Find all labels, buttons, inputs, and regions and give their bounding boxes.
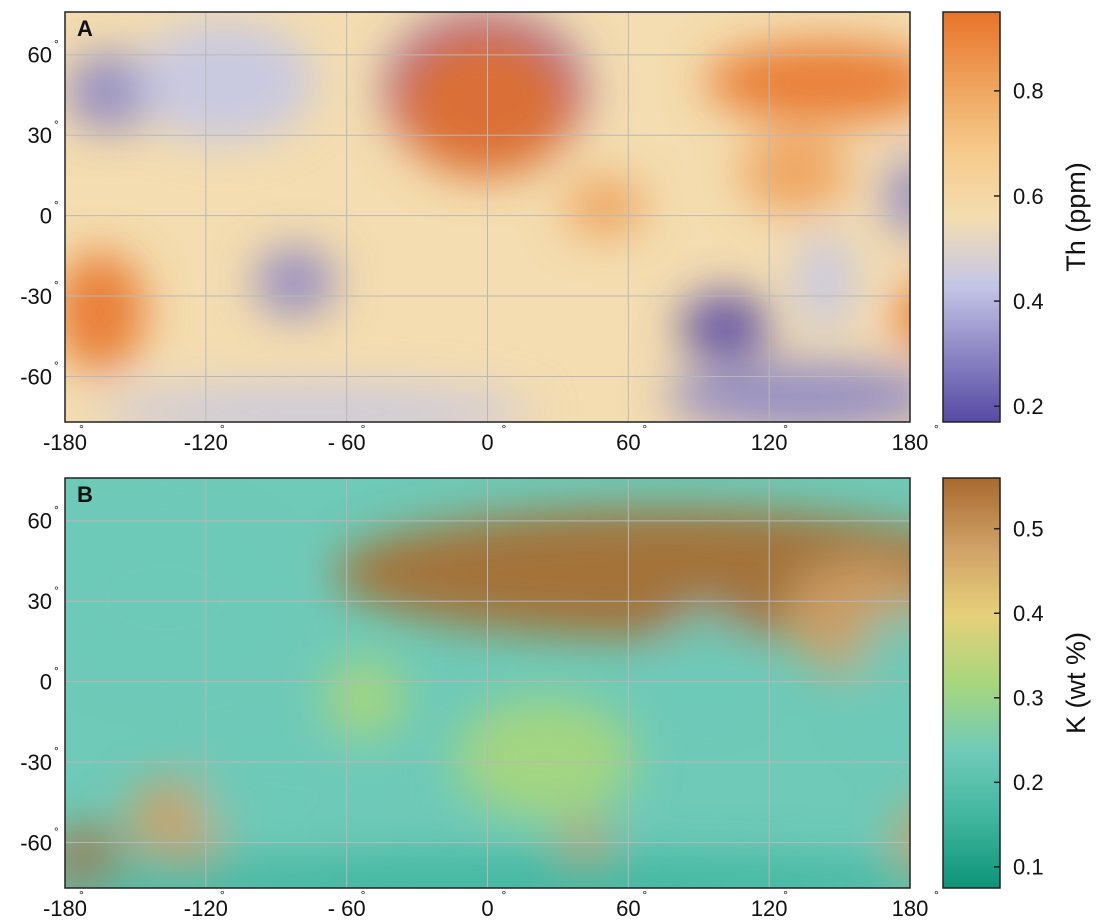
x-tick-label: 120	[751, 430, 788, 455]
region	[795, 232, 855, 332]
y-tick-label: 30	[28, 123, 52, 148]
y-tick-label: 60	[28, 43, 52, 68]
region	[55, 518, 275, 678]
x-tick-label: 180	[892, 430, 929, 455]
y-tick-label: 60	[28, 509, 52, 534]
colorbar-tick-label: 0.4	[1013, 289, 1044, 314]
x-tick-label: 0	[481, 896, 493, 921]
y-tick-label: 30	[28, 589, 52, 614]
degree: °	[79, 888, 84, 902]
degree: °	[502, 422, 507, 436]
map	[55, 12, 975, 437]
map	[35, 478, 995, 913]
x-tick-label: 60	[616, 896, 640, 921]
degree: °	[54, 198, 59, 212]
colorbar	[943, 12, 1000, 422]
y-tick-label: 0	[40, 669, 52, 694]
panel-label: B	[77, 482, 93, 507]
degree: °	[79, 422, 84, 436]
degree: °	[54, 583, 59, 597]
colorbar-label: Th (ppm)	[1061, 162, 1091, 272]
degree: °	[54, 37, 59, 51]
region	[680, 292, 770, 362]
colorbar-tick-label: 0.2	[1013, 394, 1044, 419]
panel-label: A	[77, 16, 93, 41]
y-tick-label: -60	[20, 830, 52, 855]
degree: °	[783, 422, 788, 436]
region	[55, 252, 145, 372]
region	[740, 132, 850, 212]
degree: °	[54, 503, 59, 517]
y-tick-label: -30	[20, 750, 52, 775]
region	[135, 22, 315, 142]
degree: °	[54, 744, 59, 758]
degree: °	[642, 422, 647, 436]
region	[95, 387, 535, 437]
colorbar-tick-label: 0.5	[1013, 517, 1044, 542]
y-tick-label: -60	[20, 364, 52, 389]
degree: °	[934, 422, 939, 436]
x-tick-label: 0	[481, 430, 493, 455]
colorbar-label: K (wt %)	[1061, 632, 1091, 734]
region	[565, 177, 645, 237]
colorbar	[943, 478, 1000, 888]
region	[255, 247, 335, 317]
degree: °	[361, 888, 366, 902]
region	[665, 608, 745, 708]
degree: °	[783, 888, 788, 902]
colorbar-tick-label: 0.3	[1013, 686, 1044, 711]
region	[885, 157, 945, 237]
colorbar-tick-label: 0.6	[1013, 184, 1044, 209]
degree: °	[54, 278, 59, 292]
degree: °	[54, 359, 59, 373]
colorbar-tick-label: 0.1	[1013, 855, 1044, 880]
degree: °	[220, 888, 225, 902]
colorbar-tick-label: 0.4	[1013, 601, 1044, 626]
figure: -180°-120°- 60°0°60°120°180°60°30°0°-30°…	[0, 0, 1102, 924]
degree: °	[220, 422, 225, 436]
region	[455, 698, 635, 818]
colorbar-tick-label: 0.8	[1013, 79, 1044, 104]
degree: °	[502, 888, 507, 902]
region	[395, 27, 575, 177]
region	[195, 738, 375, 858]
region	[35, 853, 995, 913]
colorbar-tick-label: 0.2	[1013, 770, 1044, 795]
degree: °	[934, 888, 939, 902]
region	[325, 658, 405, 738]
x-tick-label: 180	[892, 896, 929, 921]
region	[705, 42, 945, 122]
degree: °	[54, 117, 59, 131]
page: {"degree": "°", "panels": [ {"label": "A…	[0, 0, 1102, 924]
degree: °	[54, 664, 59, 678]
x-tick-label: 60	[616, 430, 640, 455]
degree: °	[54, 825, 59, 839]
degree: °	[642, 888, 647, 902]
degree: °	[361, 422, 366, 436]
y-tick-label: -30	[20, 284, 52, 309]
region	[855, 608, 955, 748]
x-tick-label: 120	[751, 896, 788, 921]
y-tick-label: 0	[40, 203, 52, 228]
